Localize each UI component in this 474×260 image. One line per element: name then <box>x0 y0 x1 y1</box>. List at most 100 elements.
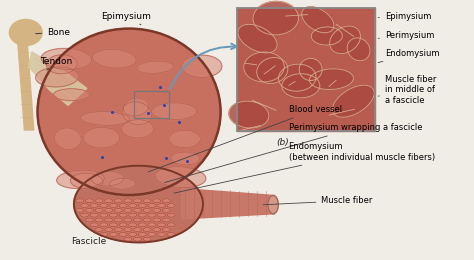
Ellipse shape <box>119 213 127 217</box>
Text: Perimysium wrapping a fascicle: Perimysium wrapping a fascicle <box>164 124 422 183</box>
Ellipse shape <box>143 209 151 212</box>
Ellipse shape <box>137 61 173 73</box>
Ellipse shape <box>138 232 146 236</box>
Ellipse shape <box>157 213 165 217</box>
Ellipse shape <box>105 199 113 203</box>
Ellipse shape <box>124 199 132 203</box>
Ellipse shape <box>163 218 170 222</box>
Ellipse shape <box>124 237 132 241</box>
Ellipse shape <box>299 58 322 81</box>
Ellipse shape <box>119 232 127 236</box>
Ellipse shape <box>100 223 108 227</box>
Ellipse shape <box>95 199 103 203</box>
Ellipse shape <box>182 55 222 77</box>
Ellipse shape <box>128 204 137 207</box>
Ellipse shape <box>71 173 103 189</box>
Ellipse shape <box>122 102 152 125</box>
Ellipse shape <box>95 218 103 222</box>
Ellipse shape <box>134 237 142 241</box>
Ellipse shape <box>143 199 151 203</box>
Text: Endomysium: Endomysium <box>378 49 439 63</box>
Ellipse shape <box>95 228 103 232</box>
Ellipse shape <box>109 232 118 236</box>
Ellipse shape <box>124 228 132 232</box>
Polygon shape <box>182 188 274 219</box>
Ellipse shape <box>163 228 170 232</box>
Ellipse shape <box>128 223 137 227</box>
Ellipse shape <box>171 152 200 165</box>
Text: Perimysium: Perimysium <box>378 31 434 40</box>
Ellipse shape <box>167 223 175 227</box>
Ellipse shape <box>167 213 175 217</box>
Ellipse shape <box>138 223 146 227</box>
Ellipse shape <box>153 209 161 212</box>
Ellipse shape <box>163 199 170 203</box>
Ellipse shape <box>143 218 151 222</box>
Ellipse shape <box>143 237 151 241</box>
Ellipse shape <box>134 218 142 222</box>
Ellipse shape <box>41 48 91 69</box>
Ellipse shape <box>167 232 175 236</box>
Ellipse shape <box>36 67 79 87</box>
Ellipse shape <box>332 85 374 117</box>
Ellipse shape <box>57 170 104 188</box>
Ellipse shape <box>37 29 220 195</box>
Text: Blood vessel: Blood vessel <box>148 105 342 172</box>
Bar <box>134 91 169 118</box>
Text: Muscle fiber: Muscle fiber <box>263 196 373 205</box>
Polygon shape <box>28 52 87 105</box>
Text: Epimysium: Epimysium <box>101 12 151 25</box>
Ellipse shape <box>109 204 118 207</box>
Ellipse shape <box>268 196 278 214</box>
Ellipse shape <box>85 209 93 212</box>
Ellipse shape <box>105 218 113 222</box>
Ellipse shape <box>90 204 98 207</box>
Ellipse shape <box>279 64 316 91</box>
Ellipse shape <box>46 55 77 74</box>
Ellipse shape <box>74 166 203 242</box>
Ellipse shape <box>100 232 108 236</box>
Ellipse shape <box>76 199 84 203</box>
Ellipse shape <box>253 2 299 35</box>
Ellipse shape <box>105 209 113 212</box>
Ellipse shape <box>169 130 201 148</box>
Text: Bone: Bone <box>36 28 70 37</box>
Bar <box>237 8 375 131</box>
Ellipse shape <box>311 27 342 45</box>
Text: Fascicle: Fascicle <box>72 237 107 246</box>
Ellipse shape <box>85 218 93 222</box>
Ellipse shape <box>152 103 197 120</box>
Ellipse shape <box>9 20 42 46</box>
Ellipse shape <box>128 213 137 217</box>
Ellipse shape <box>153 199 161 203</box>
Ellipse shape <box>105 228 113 232</box>
Ellipse shape <box>138 204 146 207</box>
Ellipse shape <box>85 199 93 203</box>
Bar <box>237 8 375 131</box>
Ellipse shape <box>167 204 175 207</box>
Ellipse shape <box>244 52 284 82</box>
Ellipse shape <box>90 213 98 217</box>
Ellipse shape <box>114 218 122 222</box>
Ellipse shape <box>119 204 127 207</box>
Ellipse shape <box>148 223 156 227</box>
Ellipse shape <box>157 204 165 207</box>
Polygon shape <box>18 43 34 130</box>
Text: Muscle fiber
in middle of
a fascicle: Muscle fiber in middle of a fascicle <box>378 75 436 105</box>
Ellipse shape <box>122 120 154 138</box>
Ellipse shape <box>238 24 277 53</box>
Ellipse shape <box>124 209 132 212</box>
Ellipse shape <box>100 213 108 217</box>
Ellipse shape <box>114 199 122 203</box>
Ellipse shape <box>157 223 165 227</box>
Ellipse shape <box>157 232 165 236</box>
Ellipse shape <box>282 74 320 98</box>
Text: Tendon: Tendon <box>40 57 72 70</box>
Ellipse shape <box>90 223 98 227</box>
Ellipse shape <box>155 167 206 187</box>
Ellipse shape <box>134 228 142 232</box>
Ellipse shape <box>148 232 156 236</box>
Ellipse shape <box>163 209 170 212</box>
Ellipse shape <box>109 178 136 189</box>
Ellipse shape <box>81 213 89 217</box>
